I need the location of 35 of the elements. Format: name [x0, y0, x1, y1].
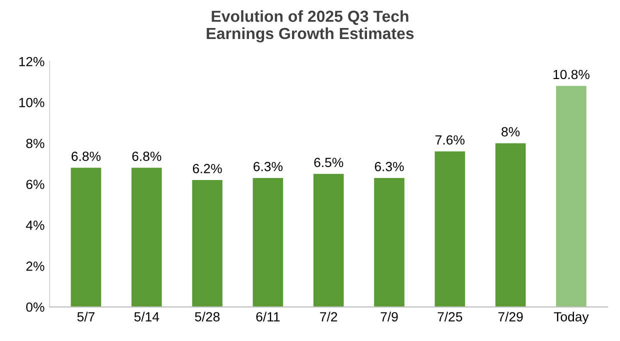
y-tick-label: 12% — [19, 56, 44, 66]
bar — [495, 143, 526, 307]
x-tick-label: 6/11 — [256, 312, 280, 322]
x-tick-label: 7/25 — [438, 312, 462, 322]
chart-title: Evolution of 2025 Q3 Tech Earnings Growth Estimates — [206, 10, 414, 42]
x-tick-label: 5/28 — [194, 312, 220, 322]
x-tick-label: 7/2 — [320, 312, 338, 322]
bar — [556, 86, 586, 307]
data-label: 6.8% — [72, 152, 101, 161]
bar — [70, 168, 102, 307]
x-tick-label: 7/9 — [380, 312, 398, 322]
y-tick-label: 2% — [26, 262, 44, 271]
data-label: 6.3% — [374, 162, 404, 172]
x-tick-label: 7/29 — [498, 312, 523, 322]
y-tick-label: 8% — [26, 138, 44, 148]
y-tick-label: 4% — [26, 220, 44, 230]
bar — [192, 180, 222, 307]
bar — [374, 178, 404, 307]
data-label: 6.2% — [192, 164, 222, 174]
x-tick-label: 5/7 — [77, 312, 94, 322]
y-tick-label: 6% — [26, 180, 44, 190]
data-label: 8% — [502, 127, 520, 136]
y-tick-label: 0% — [26, 302, 44, 312]
bar — [434, 151, 466, 307]
x-tick-label: Today — [554, 312, 589, 324]
bar — [313, 174, 344, 307]
data-label: 10.8% — [554, 70, 590, 80]
data-label: 6.5% — [314, 158, 344, 168]
bar — [131, 168, 162, 307]
bar — [252, 178, 284, 307]
data-label: 7.6% — [436, 135, 464, 145]
y-tick-label: 10% — [19, 98, 44, 108]
x-tick-label: 5/14 — [134, 312, 160, 322]
data-label: 6.8% — [132, 152, 162, 161]
data-label: 6.3% — [254, 162, 283, 172]
